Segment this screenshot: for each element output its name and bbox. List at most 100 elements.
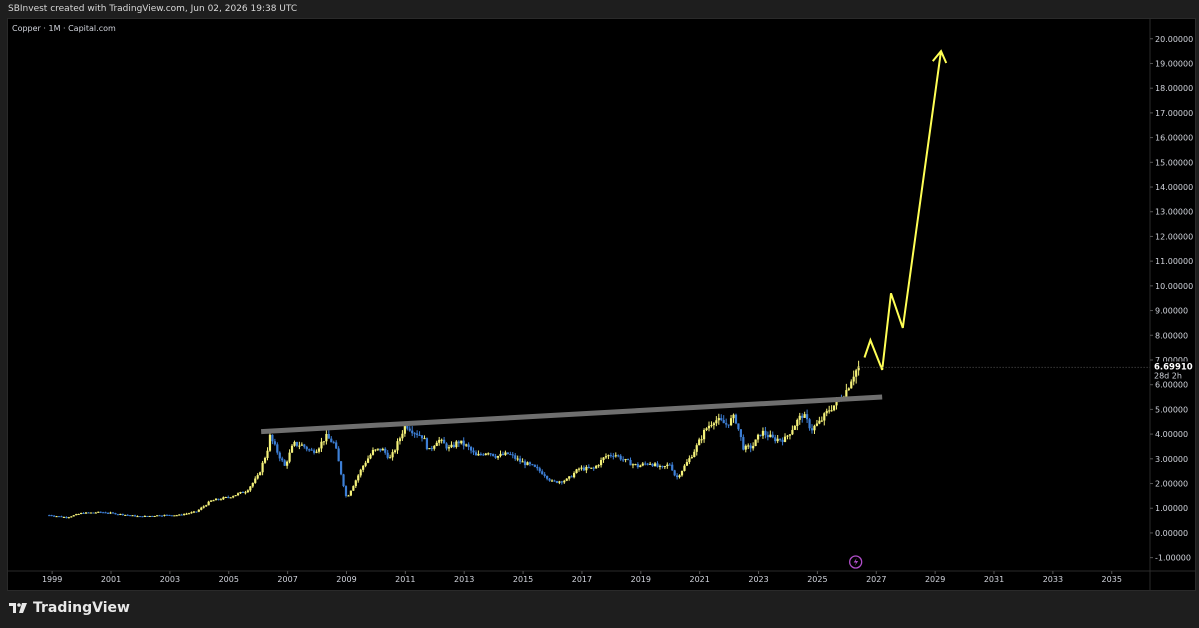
candle-body [457,441,460,444]
candle-body [320,441,323,449]
candle-body [729,418,733,426]
candle-body [683,465,686,471]
candle-body [364,462,367,466]
candle-body [212,500,215,502]
candle-body [97,511,100,513]
time-tick-label: 2007 [277,575,297,584]
candle-body [707,425,711,429]
candle-body [528,462,532,465]
candle-body [646,463,649,465]
candle-body [688,458,691,463]
candle-body [241,491,245,493]
time-tick-label: 2001 [101,575,121,584]
candle-body [774,437,777,442]
candle-body [236,493,240,496]
candle-body [447,447,451,449]
candle-body [533,464,536,467]
candle-body [180,514,183,516]
candle-body [734,414,738,424]
candle-body [749,445,752,449]
candle-body [114,513,117,515]
candle-body [259,472,262,476]
candle-body [693,451,696,458]
price-tick-label: 8.00000 [1155,331,1188,340]
candle-body [680,470,684,476]
candle-body [322,441,326,443]
candle-body [374,449,377,451]
candle-body [487,453,490,455]
candle-body [72,515,75,517]
candle-body [158,515,161,517]
candle-body [229,497,232,499]
candle-body [276,444,279,453]
candle-body [219,499,222,501]
symbol-label[interactable]: Copper · 1M · Capital.com [12,24,116,33]
time-tick-label: 2031 [984,575,1004,584]
price-tick-label: 19.00000 [1155,59,1193,68]
candle-body [580,467,583,469]
price-tick-label: 15.00000 [1155,158,1193,167]
candle-body [133,515,137,517]
candle-body [766,435,769,438]
candle-body [634,464,637,466]
time-tick-label: 2017 [572,575,592,584]
candle-body [261,462,264,473]
candle-body [75,514,78,516]
candle-body [575,469,578,474]
candle-body [548,478,551,481]
candle-body [327,433,330,439]
candle-body [496,455,500,458]
candle-body [136,516,139,518]
candle-body [425,438,429,450]
candle-body [622,459,625,461]
candle-body [761,430,765,436]
candle-body [62,516,66,518]
candle-body [585,466,588,471]
candle-body [460,440,463,444]
candle-body [416,433,419,435]
candle-body [678,475,681,478]
candle-body [67,517,70,519]
candle-body [153,516,156,518]
candle-body [639,465,642,468]
tradingview-logo-icon [9,603,27,613]
candle-body [293,441,296,446]
chart-area[interactable] [7,18,1196,591]
footer-bar [0,591,1199,628]
candle-body [418,434,421,436]
candle-body [89,512,93,514]
candle-body [339,461,343,475]
candle-body [661,465,664,467]
candle-body [649,463,652,465]
candle-body [413,433,416,435]
time-tick-label: 2011 [395,575,415,584]
candle-body [499,453,502,456]
candle-body [850,381,853,389]
candle-body [494,456,497,458]
candle-body [720,418,723,421]
price-tick-label: 9.00000 [1155,307,1188,316]
candle-body [587,466,590,468]
candle-body [823,413,826,421]
candle-body [330,438,333,443]
price-tick-label: 2.00000 [1155,480,1188,489]
candle-body [769,434,772,438]
candle-body [582,467,586,471]
candle-body [349,490,352,496]
candle-body [266,450,269,458]
tradingview-logo[interactable]: TradingView [8,600,130,616]
candle-body [222,497,225,500]
candle-body [538,468,541,472]
candle-body [148,515,151,517]
candle-body [99,511,102,513]
price-tick-label: 10.00000 [1155,282,1193,291]
price-tick-label: 13.00000 [1155,208,1193,217]
candle-body [607,455,610,457]
candle-body [501,453,505,455]
candle-body [143,515,146,517]
candle-body [317,448,321,452]
price-tick-label: 14.00000 [1155,183,1193,192]
candle-body [352,486,355,491]
candle-body [798,415,801,420]
